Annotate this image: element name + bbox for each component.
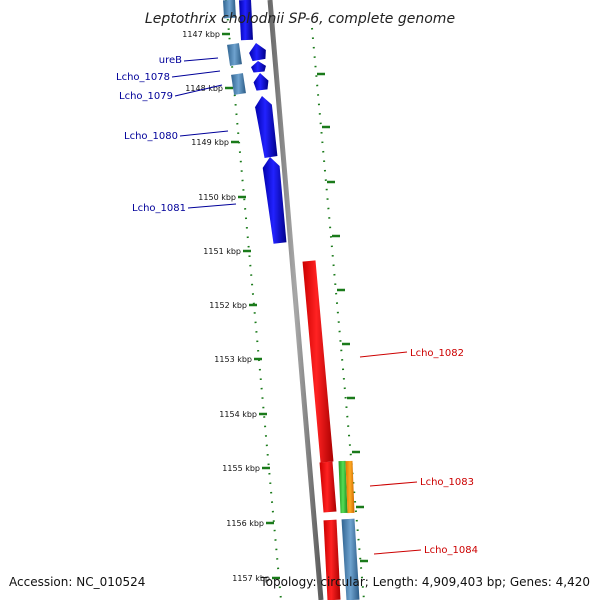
label-leader-line	[179, 130, 229, 137]
tick-label: 1156 kbp	[226, 519, 264, 528]
gene-label: Lcho_1084	[424, 545, 478, 556]
gene-arrow-forward	[251, 61, 266, 73]
tick-label: 1147 kbp	[182, 30, 220, 39]
gene-label: Lcho_1079	[119, 91, 173, 102]
label-leader-line	[174, 84, 223, 97]
label-leader-line	[369, 481, 418, 487]
tick-label: 1154 kbp	[219, 410, 257, 419]
gene-block-forward	[239, 0, 253, 41]
kbp-scale: 1147 kbp 1148 kbp 1149 kbp 1150 kbp 1151 kbp…	[182, 30, 368, 583]
gene-label: Lcho_1080	[124, 131, 178, 142]
gene-label: Lcho_1083	[420, 477, 474, 488]
genome-summary: Topology: circular; Length: 4,909,403 bp…	[259, 575, 590, 589]
gene-label: ureB	[159, 55, 182, 66]
label-leader-line	[183, 57, 219, 62]
tick-label: 1148 kbp	[185, 84, 223, 93]
outer-dotted-track	[311, 27, 365, 600]
gene-block-reverse	[323, 519, 341, 600]
gene-track-outer	[223, 0, 246, 95]
gene-block	[338, 460, 348, 514]
gene-label: Lcho_1078	[116, 72, 170, 83]
dotted-guide-tracks	[225, 0, 365, 600]
gene-block	[231, 73, 246, 95]
gene-block	[227, 43, 242, 66]
label-leader-line	[359, 351, 408, 358]
tick-label: 1157 kbp	[232, 574, 270, 583]
gene-arrow-forward	[262, 157, 287, 244]
tick-label: 1150 kbp	[198, 193, 236, 202]
label-leader-line	[373, 549, 422, 555]
gene-arrow-forward	[249, 43, 266, 62]
tick-label: 1152 kbp	[209, 301, 247, 310]
tick-label: 1151 kbp	[203, 247, 241, 256]
gene-labels: ureB Lcho_1078 Lcho_1079 Lcho_1080 Lcho_1081…	[116, 55, 478, 556]
tick-label: 1149 kbp	[191, 138, 229, 147]
tick-label: 1153 kbp	[214, 355, 252, 364]
accession-label: Accession: NC_010524	[9, 575, 145, 589]
label-leader-line	[171, 70, 221, 78]
gene-track-forward	[239, 0, 287, 244]
genome-backbone	[267, 0, 324, 600]
gene-block-reverse	[302, 260, 334, 463]
gene-track-reverse	[302, 260, 360, 600]
gene-block	[345, 460, 355, 514]
label-leader-line	[187, 203, 237, 209]
map-title: Leptothrix cholodnii SP-6, complete geno…	[145, 11, 455, 27]
tick-label: 1155 kbp	[222, 464, 260, 473]
gene-label: Lcho_1081	[132, 203, 186, 214]
gene-block	[341, 518, 360, 600]
gene-block	[223, 0, 236, 19]
gene-block-reverse	[319, 461, 337, 513]
gene-arrow-forward	[253, 73, 269, 91]
gene-arrow-forward	[255, 96, 278, 158]
gene-label: Lcho_1082	[410, 348, 464, 359]
